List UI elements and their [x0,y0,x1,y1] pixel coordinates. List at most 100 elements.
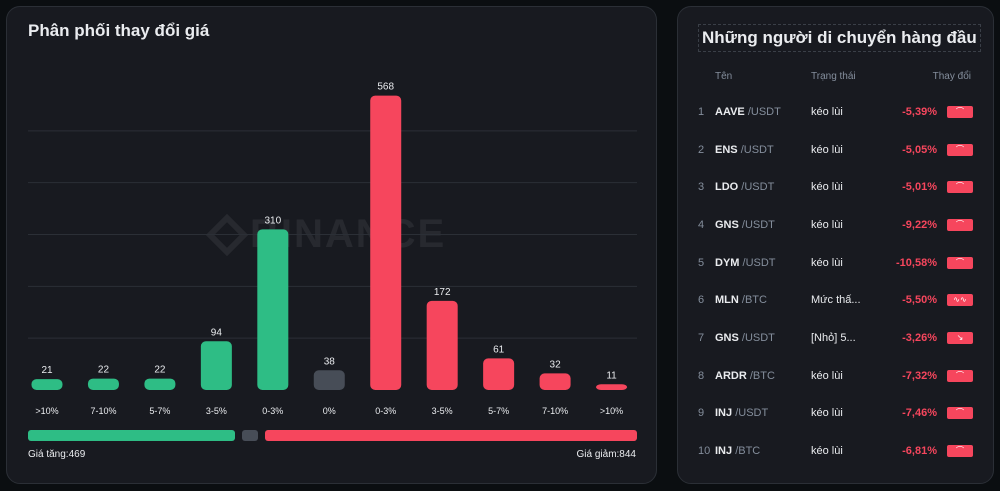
mover-status: kéo lùi [811,181,843,194]
category-label: 5-7% [488,406,509,416]
mover-quote: /BTC [749,369,775,382]
bar-rise-2[interactable] [144,378,176,390]
mover-row[interactable]: 6 MLN /BTC Mức thấ... -5,50% ∿∿ [678,281,995,319]
pullback-icon: ⌒ [947,445,973,458]
pullback-icon: ⌒ [947,218,973,231]
mover-pair[interactable]: MLN /BTC [715,294,767,306]
bar-value-label: 22 [98,365,110,376]
mover-quote: /BTC [735,445,761,458]
bar-rise-1[interactable] [87,378,119,390]
mover-rank: 8 [698,369,705,382]
mover-quote: /BTC [741,294,767,307]
mover-pair[interactable]: DYM /USDT [715,257,776,269]
chart-title: Phân phối thay đổi giá [28,21,210,40]
mover-pair[interactable]: AAVE /USDT [715,106,781,118]
mover-row[interactable]: 2 ENS /USDT kéo lùi -5,05% ⌒ [678,131,995,169]
mover-pair[interactable]: GNS /USDT [715,332,775,344]
pullback-icon: ⌒ [947,105,973,118]
pullback-icon: ⌒ [947,181,973,194]
bar-fall-7[interactable] [426,300,458,390]
mover-symbol: ARDR [715,369,747,382]
rise-distribution-bar [28,430,235,441]
column-header-name: Tên [715,71,733,82]
arrow-down-right-icon: ↘ [947,331,973,344]
mover-rank: 2 [698,143,705,156]
pullback-icon: ⌒ [947,407,973,420]
mover-pair[interactable]: LDO /USDT [715,181,774,193]
top-movers-title: Những người di chuyển hàng đầu [698,24,981,52]
mover-quote: /USDT [735,407,769,420]
pullback-icon: ⌒ [947,369,973,382]
pullback-icon: ⌒ [947,143,973,156]
mover-quote: /USDT [741,181,775,194]
mover-status: kéo lùi [811,256,843,269]
mover-pair[interactable]: ARDR /BTC [715,370,775,382]
category-label: 7-10% [542,406,568,416]
bar-fall-8[interactable] [483,358,515,390]
bar-rise-4[interactable] [257,229,289,390]
pullback-icon: ⌒ [947,256,973,269]
mover-change: -7,46% [902,407,937,420]
mover-symbol: MLN [715,294,739,307]
mover-quote: /USDT [740,143,774,156]
category-label: 0% [323,406,336,416]
category-label: 0-3% [375,406,396,416]
mover-symbol: DYM [715,256,740,269]
mover-rank: 1 [698,105,705,118]
mover-change: -5,39% [902,105,937,118]
column-header-status: Trạng thái [811,71,856,82]
bar-value-label: 94 [211,327,223,338]
bar-fall-9[interactable] [539,373,571,390]
mover-status: [Nhỏ] 5... [811,331,856,344]
mover-quote: /USDT [747,105,781,118]
mover-status: kéo lùi [811,445,843,458]
bar-value-label: 32 [550,359,562,370]
bar-flat-5[interactable] [313,370,345,390]
mover-quote: /USDT [741,331,775,344]
price-distribution-chart: 21 >10% 22 7-10% 22 5-7% 94 3-5% 310 0-3% 38 0% 568 0… [28,82,637,416]
bar-value-label: 38 [324,356,336,367]
category-label: 3-5% [432,406,453,416]
mover-pair[interactable]: INJ /USDT [715,407,768,419]
mover-pair[interactable]: GNS /USDT [715,219,775,231]
mover-row[interactable]: 5 DYM /USDT kéo lùi -10,58% ⌒ [678,244,995,282]
mover-rank: 7 [698,331,705,344]
bar-rise-3[interactable] [200,341,232,390]
wave-icon: ∿∿ [947,294,973,307]
bar-rise-0[interactable] [31,379,63,390]
mover-quote: /USDT [741,218,775,231]
column-header-change: Thay đổi [932,71,971,82]
mover-row[interactable]: 3 LDO /USDT kéo lùi -5,01% ⌒ [678,168,995,206]
bar-value-label: 568 [377,82,394,93]
mover-row[interactable]: 4 GNS /USDT kéo lùi -9,22% ⌒ [678,206,995,244]
mover-status: kéo lùi [811,218,843,231]
bar-value-label: 11 [606,370,617,381]
mover-change: -9,22% [902,218,937,231]
mover-row[interactable]: 8 ARDR /BTC kéo lùi -7,32% ⌒ [678,357,995,395]
bar-value-label: 61 [493,344,505,355]
fall-distribution-bar [265,430,637,441]
bar-value-label: 21 [41,365,53,376]
mover-pair[interactable]: INJ /BTC [715,445,760,457]
bar-fall-6[interactable] [370,95,402,390]
mover-rank: 10 [698,445,711,458]
bar-value-label: 310 [264,215,281,226]
mover-rank: 6 [698,294,705,307]
bar-fall-10[interactable] [596,384,628,390]
mover-status: Mức thấ... [811,294,861,307]
mover-rank: 9 [698,407,705,420]
mover-row[interactable]: 1 AAVE /USDT kéo lùi -5,39% ⌒ [678,93,995,131]
category-label: 7-10% [90,406,116,416]
mover-pair[interactable]: ENS /USDT [715,144,774,156]
mover-status: kéo lùi [811,369,843,382]
mover-row[interactable]: 10 INJ /BTC kéo lùi -6,81% ⌒ [678,432,995,470]
category-label: >10% [35,406,58,416]
category-label: 5-7% [149,406,170,416]
bar-value-label: 22 [154,365,166,376]
mover-row[interactable]: 7 GNS /USDT [Nhỏ] 5... -3,26% ↘ [678,319,995,357]
movers-list: 1 AAVE /USDT kéo lùi -5,39% ⌒ 2 ENS /USDT kéo l… [678,93,995,470]
mover-symbol: INJ [715,407,733,420]
mover-status: kéo lùi [811,407,843,420]
mover-row[interactable]: 9 INJ /USDT kéo lùi -7,46% ⌒ [678,395,995,433]
mover-symbol: LDO [715,181,739,194]
